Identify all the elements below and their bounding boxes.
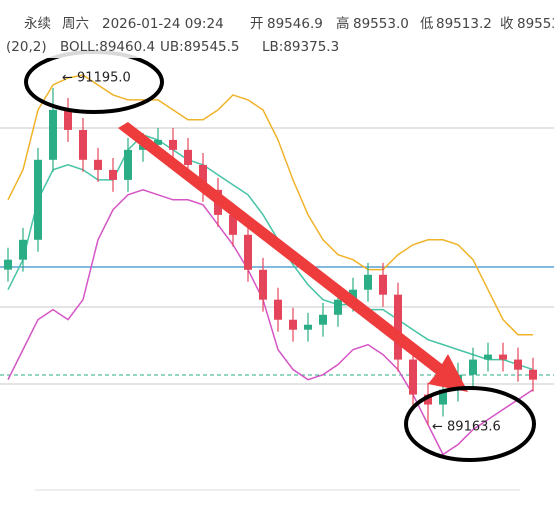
- close-value: 89553.0: [517, 16, 554, 32]
- indicator-params: (20,2): [6, 39, 47, 55]
- candle-body: [319, 314, 327, 325]
- annotation: ← 91195.0: [62, 71, 131, 86]
- candle-body: [94, 159, 102, 170]
- open-label: 开: [250, 16, 264, 32]
- boll-value: BOLL:89460.4: [60, 39, 155, 55]
- candle-body: [184, 149, 192, 165]
- candle-body: [259, 269, 267, 300]
- candle-body: [529, 369, 537, 380]
- band-line: [7, 134, 534, 371]
- candle-body: [79, 129, 87, 160]
- candle-body: [394, 294, 402, 360]
- candle-body: [484, 354, 492, 360]
- candle-body: [349, 289, 357, 300]
- header: 永续 周六 2026-01-24 09:24 开 89546.9 高 89553…: [0, 0, 554, 58]
- candle-body: [409, 359, 417, 395]
- datetime: 2026-01-24 09:24: [102, 16, 224, 32]
- open-value: 89546.9: [267, 16, 323, 32]
- candle-body: [109, 169, 117, 180]
- band-line: [7, 189, 534, 456]
- high-label: 高: [336, 15, 350, 32]
- candle-body: [229, 214, 237, 235]
- candle-body: [124, 149, 132, 180]
- low-label: 低: [420, 16, 434, 32]
- candle-body: [64, 109, 72, 130]
- candle-body: [334, 299, 342, 315]
- band-line: [7, 74, 533, 336]
- candle-body: [169, 139, 177, 150]
- candle-body: [439, 389, 447, 405]
- weekday: 周六: [62, 16, 89, 32]
- candle-body: [34, 159, 42, 240]
- candle-body: [4, 259, 12, 270]
- candle-body: [424, 394, 432, 405]
- close-label: 收: [500, 16, 514, 32]
- market: 永续: [24, 16, 51, 32]
- candle-body: [49, 109, 57, 160]
- candle-body: [514, 359, 522, 370]
- candle-body: [19, 239, 27, 260]
- candle-body: [154, 139, 162, 145]
- lb-value: LB:89375.3: [262, 39, 339, 55]
- candle-body: [244, 234, 252, 270]
- candle-body: [274, 299, 282, 320]
- candle-body: [139, 144, 147, 150]
- candle-body: [379, 274, 387, 295]
- high-value: 89553.0: [353, 16, 409, 32]
- candle-body: [199, 164, 207, 190]
- layout: [0, 127, 554, 491]
- low-value: 89513.2: [436, 16, 492, 32]
- plot: [4, 74, 537, 456]
- ub-value: UB:89545.5: [160, 39, 240, 55]
- candle-body: [304, 324, 312, 330]
- candle-body: [469, 359, 477, 375]
- candle-body: [364, 274, 372, 290]
- candle-body: [289, 319, 297, 330]
- candle-body: [499, 354, 507, 360]
- highlight-circle: [404, 386, 536, 462]
- trend-arrow: [118, 122, 468, 392]
- header-bg: [0, 0, 554, 58]
- annotation: ← 89163.6: [432, 420, 501, 435]
